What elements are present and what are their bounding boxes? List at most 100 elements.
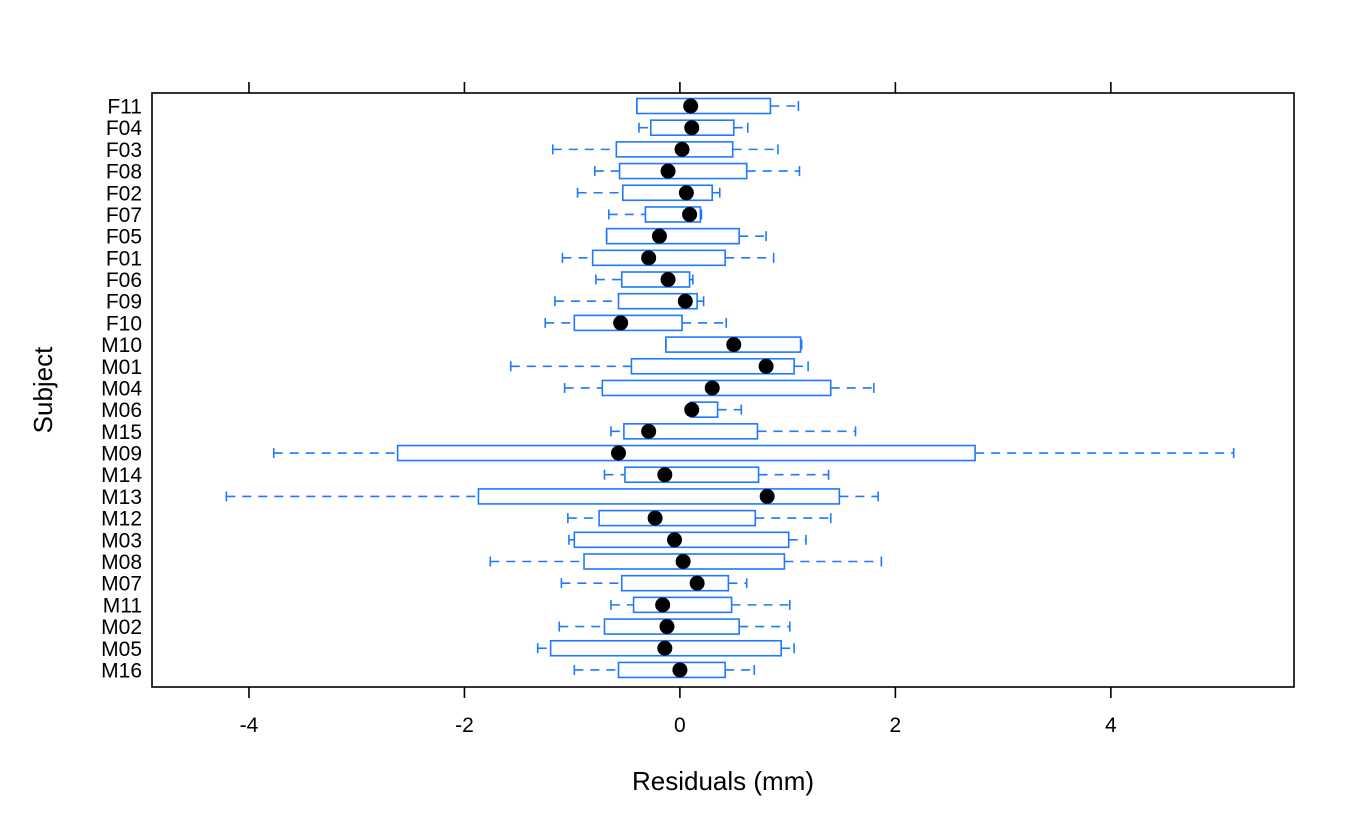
category-label-m03: M03: [101, 529, 142, 552]
iqr-box: [630, 357, 795, 375]
category-label-f04: F04: [106, 117, 143, 140]
iqr-box: [477, 488, 841, 505]
category-label-f02: F02: [106, 182, 142, 205]
box-m09: [272, 444, 1235, 462]
iqr-box: [598, 509, 757, 527]
plot-panel-frame: [151, 92, 1295, 688]
box-f02: [576, 184, 721, 202]
box-m10: [665, 336, 803, 353]
boxes-layer: [225, 97, 1235, 679]
category-label-f03: F03: [106, 139, 142, 162]
iqr-box: [623, 423, 759, 440]
iqr-box: [665, 336, 802, 353]
median-point: [647, 510, 663, 526]
category-label-m07: M07: [101, 573, 142, 596]
category-label-f06: F06: [106, 269, 142, 292]
median-point: [758, 358, 774, 374]
median-point: [684, 120, 700, 136]
category-labels-layer: F11F04F03F08F02F07F05F01F06F09F10M10M01M…: [101, 96, 142, 683]
category-label-f10: F10: [106, 312, 142, 335]
median-point: [674, 141, 690, 157]
box-f07: [607, 206, 703, 223]
box-m02: [558, 618, 791, 635]
category-label-m13: M13: [101, 486, 142, 509]
x-tick-label: 0: [674, 714, 686, 737]
median-point: [610, 445, 626, 461]
median-point: [659, 619, 675, 635]
median-point: [651, 228, 667, 244]
iqr-box: [549, 639, 782, 657]
median-point: [672, 662, 688, 678]
median-point: [677, 293, 693, 309]
iqr-box: [636, 97, 772, 115]
y-axis-title: Subject: [28, 346, 58, 433]
box-m14: [603, 466, 830, 484]
category-label-m11: M11: [103, 594, 142, 617]
median-point: [682, 206, 698, 222]
category-label-m10: M10: [101, 334, 142, 357]
median-point: [683, 98, 699, 114]
box-m11: [610, 596, 791, 614]
median-point: [684, 402, 700, 418]
box-m06: [684, 401, 743, 418]
box-f09: [554, 292, 705, 310]
iqr-box: [622, 184, 714, 202]
median-point: [689, 575, 705, 591]
median-point: [613, 315, 629, 331]
iqr-box: [396, 444, 976, 462]
box-m07: [560, 574, 748, 592]
iqr-box: [620, 271, 691, 288]
box-f08: [593, 162, 801, 180]
box-m01: [509, 357, 809, 375]
box-f11: [636, 97, 800, 115]
iqr-box: [603, 618, 740, 635]
category-label-f07: F07: [106, 204, 142, 227]
box-f01: [561, 249, 775, 267]
category-label-m04: M04: [101, 377, 142, 400]
box-f04: [638, 119, 749, 136]
box-m04: [563, 379, 875, 397]
x-tick-label: -2: [455, 714, 474, 737]
box-m13: [225, 488, 879, 505]
category-label-m06: M06: [101, 399, 142, 422]
median-point: [675, 553, 691, 569]
box-f06: [595, 271, 694, 288]
median-point: [667, 532, 683, 548]
median-point: [641, 250, 657, 266]
iqr-box: [601, 379, 832, 397]
iqr-box: [617, 661, 726, 679]
box-m16: [573, 661, 756, 679]
x-tick-label: -4: [240, 714, 259, 737]
category-label-m08: M08: [101, 551, 142, 574]
category-label-f11: F11: [107, 96, 142, 119]
iqr-box: [573, 531, 790, 549]
iqr-box: [617, 292, 698, 310]
median-point: [660, 272, 676, 288]
x-tick-label: 4: [1105, 714, 1117, 737]
iqr-box: [650, 119, 735, 136]
box-m12: [567, 509, 832, 527]
iqr-box: [573, 314, 683, 332]
iqr-box: [624, 466, 760, 484]
category-label-m02: M02: [101, 616, 142, 639]
category-label-m09: M09: [101, 443, 142, 466]
box-m08: [489, 553, 883, 570]
median-point: [726, 337, 742, 353]
category-label-m16: M16: [101, 659, 142, 682]
box-m03: [568, 531, 807, 549]
category-label-m14: M14: [101, 464, 142, 487]
iqr-box: [618, 162, 748, 180]
iqr-box: [591, 249, 726, 267]
iqr-box: [583, 553, 786, 570]
category-label-f01: F01: [106, 247, 142, 270]
box-m05: [536, 639, 795, 657]
category-label-m12: M12: [101, 508, 142, 531]
iqr-box: [615, 141, 734, 158]
category-label-f08: F08: [106, 161, 142, 184]
iqr-box: [605, 227, 740, 245]
x-axis-title: Residuals (mm): [632, 766, 814, 796]
iqr-box: [632, 596, 733, 614]
category-label-f05: F05: [106, 226, 142, 249]
iqr-box: [620, 574, 730, 592]
median-point: [660, 163, 676, 179]
